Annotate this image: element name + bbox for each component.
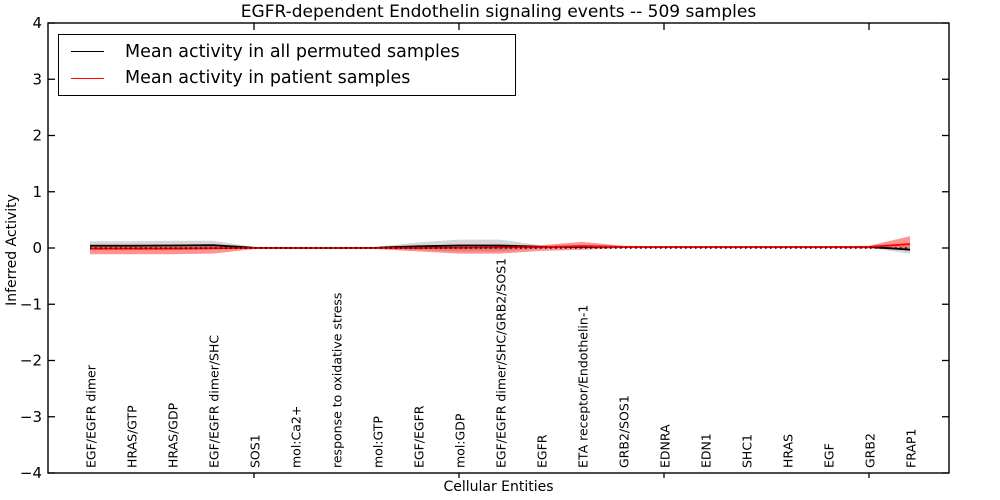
category-label: FRAP1 — [904, 429, 919, 468]
legend-item-permuted: Mean activity in all permuted samples — [59, 42, 515, 62]
red-line-swatch-icon — [71, 77, 104, 79]
y-tick-label: 0 — [32, 239, 42, 257]
category-label: SHC1 — [740, 434, 755, 468]
category-label: HRAS/GTP — [125, 405, 140, 468]
y-tick-label: 3 — [32, 70, 42, 88]
y-tick-label: 4 — [32, 14, 42, 32]
legend-item-patient: Mean activity in patient samples — [59, 68, 515, 88]
category-label: EGF — [822, 443, 837, 468]
x-axis-label: Cellular Entities — [443, 479, 554, 495]
category-label: SOS1 — [248, 434, 263, 468]
category-label: ETA receptor/Endothelin-1 — [576, 305, 591, 468]
y-axis-label: Inferred Activity — [4, 194, 20, 306]
category-label: mol:GDP — [453, 413, 468, 468]
y-tick-label: 2 — [32, 127, 42, 145]
legend: Mean activity in all permuted samples Me… — [58, 34, 516, 96]
y-tick-label: 1 — [32, 183, 42, 201]
category-label: EGF/EGFR dimer — [84, 364, 99, 468]
y-tick-label: −2 — [20, 352, 42, 370]
category-label: response to oxidative stress — [330, 293, 345, 468]
category-label: GRB2/SOS1 — [617, 395, 632, 468]
black-line-swatch-icon — [71, 51, 104, 53]
category-label: EDNRA — [658, 424, 673, 468]
category-label: HRAS — [781, 434, 796, 468]
y-tick-label: −3 — [20, 408, 42, 426]
y-tick-label: −1 — [20, 295, 42, 313]
y-tick-label: −4 — [20, 464, 42, 482]
legend-label: Mean activity in all permuted samples — [125, 41, 460, 62]
category-label: EGF/EGFR dimer/SHC — [207, 335, 222, 468]
category-label: EGF/EGFR dimer/SHC/GRB2/SOS1 — [494, 258, 509, 468]
category-label: HRAS/GDP — [166, 402, 181, 468]
chart-title: EGFR-dependent Endothelin signaling even… — [240, 2, 757, 22]
category-label: EGF/EGFR — [412, 405, 427, 468]
category-label: GRB2 — [863, 433, 878, 468]
category-label: EDN1 — [699, 433, 714, 468]
category-label: EGFR — [535, 434, 550, 468]
category-label: mol:Ca2+ — [289, 406, 304, 468]
category-label: mol:GTP — [371, 416, 386, 468]
legend-label: Mean activity in patient samples — [125, 68, 411, 89]
